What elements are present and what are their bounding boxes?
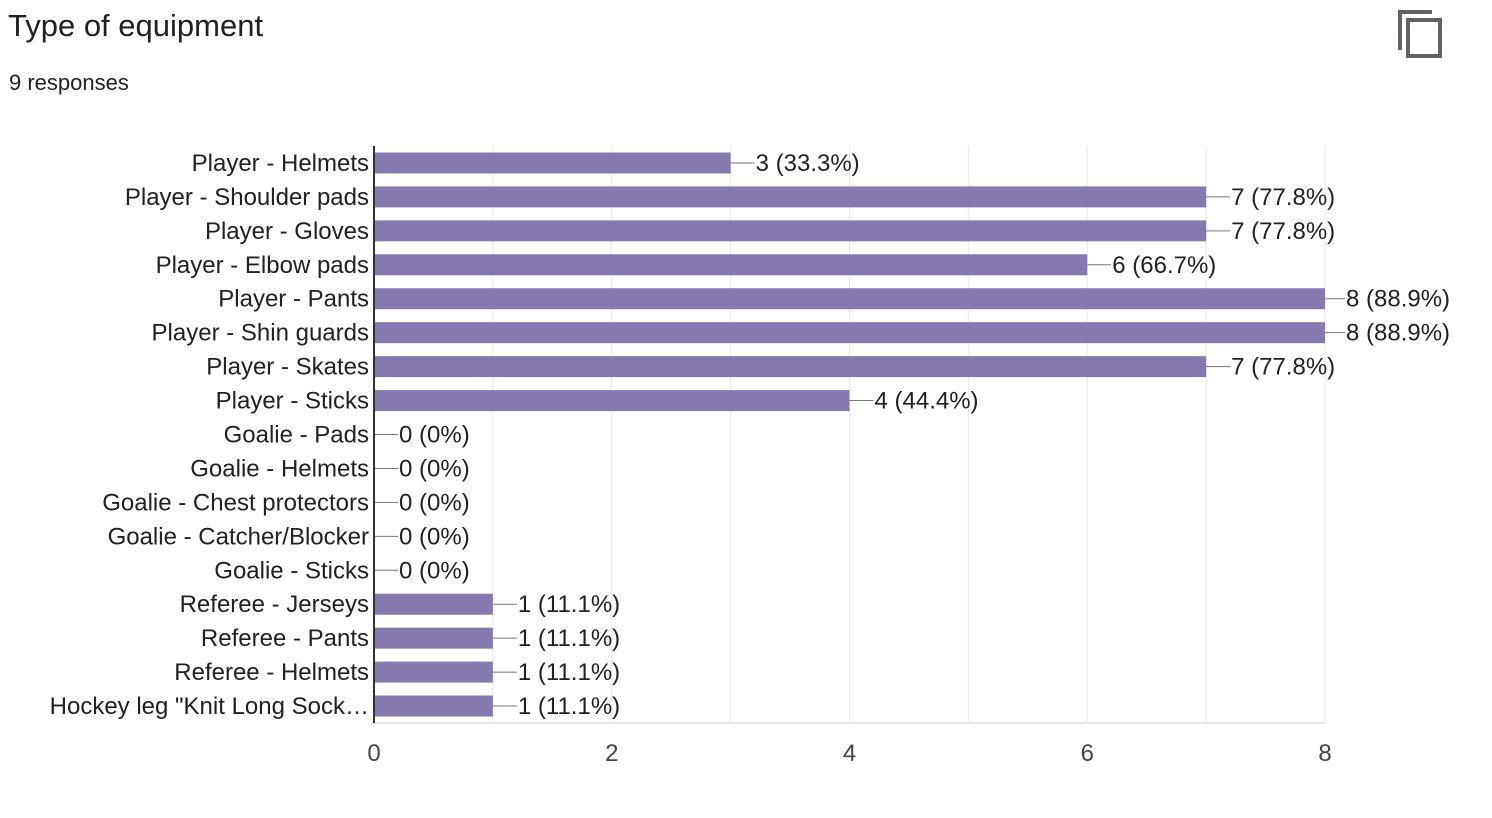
data-label: 1 (11.1%) xyxy=(518,591,620,618)
category-label: Referee - Jerseys xyxy=(180,591,369,618)
data-label: 7 (77.8%) xyxy=(1231,184,1335,211)
bar xyxy=(374,695,493,717)
x-tick-label: 2 xyxy=(605,740,618,767)
data-label: 0 (0%) xyxy=(399,422,470,449)
x-tick-label: 4 xyxy=(843,740,856,767)
bar xyxy=(374,593,493,615)
bar xyxy=(374,220,1207,242)
data-label: 7 (77.8%) xyxy=(1231,218,1335,245)
data-label: 4 (44.4%) xyxy=(875,388,979,415)
data-label: 1 (11.1%) xyxy=(518,659,620,686)
data-label: 3 (33.3%) xyxy=(756,150,860,177)
category-label: Referee - Pants xyxy=(201,625,369,652)
category-label: Player - Elbow pads xyxy=(156,252,369,279)
category-label: Goalie - Sticks xyxy=(214,557,369,584)
bar xyxy=(374,627,493,649)
category-label: Player - Skates xyxy=(206,354,369,381)
response-count: 9 responses xyxy=(9,70,129,95)
category-label: Player - Sticks xyxy=(216,388,369,415)
category-label: Player - Shoulder pads xyxy=(125,184,369,211)
data-label: 6 (66.7%) xyxy=(1112,252,1216,279)
copy-chart-button[interactable] xyxy=(1396,6,1448,62)
x-tick-label: 6 xyxy=(1081,740,1094,767)
category-label: Player - Helmets xyxy=(192,150,369,177)
data-label: 0 (0%) xyxy=(399,557,470,584)
data-label: 0 (0%) xyxy=(399,523,470,550)
category-label: Goalie - Helmets xyxy=(190,455,369,482)
bar xyxy=(374,356,1207,378)
x-tick-label: 0 xyxy=(367,740,380,767)
data-label: 1 (11.1%) xyxy=(518,693,620,720)
copy-icon xyxy=(1398,10,1442,58)
category-label: Goalie - Chest protectors xyxy=(102,489,369,516)
data-label: 8 (88.9%) xyxy=(1346,320,1450,347)
category-label: Player - Gloves xyxy=(205,218,369,245)
data-label: 8 (88.9%) xyxy=(1346,286,1450,313)
data-label: 7 (77.8%) xyxy=(1231,354,1335,381)
data-label: 0 (0%) xyxy=(399,489,470,516)
bar xyxy=(374,186,1207,208)
data-label: 0 (0%) xyxy=(399,455,470,482)
question-title: Type of equipment xyxy=(8,8,264,43)
bar xyxy=(374,288,1325,310)
category-label: Player - Pants xyxy=(218,286,369,313)
bar xyxy=(374,254,1088,276)
category-label: Player - Shin guards xyxy=(152,320,369,347)
category-label: Goalie - Catcher/Blocker xyxy=(108,523,369,550)
data-label: 1 (11.1%) xyxy=(518,625,620,652)
bar xyxy=(374,390,850,412)
bar xyxy=(374,661,493,683)
x-tick-label: 8 xyxy=(1318,740,1331,767)
bar xyxy=(374,322,1325,344)
category-label: Goalie - Pads xyxy=(224,422,369,449)
category-label: Referee - Helmets xyxy=(174,659,369,686)
bar xyxy=(374,152,731,174)
category-label: Hockey leg "Knit Long Sock… xyxy=(50,693,369,720)
